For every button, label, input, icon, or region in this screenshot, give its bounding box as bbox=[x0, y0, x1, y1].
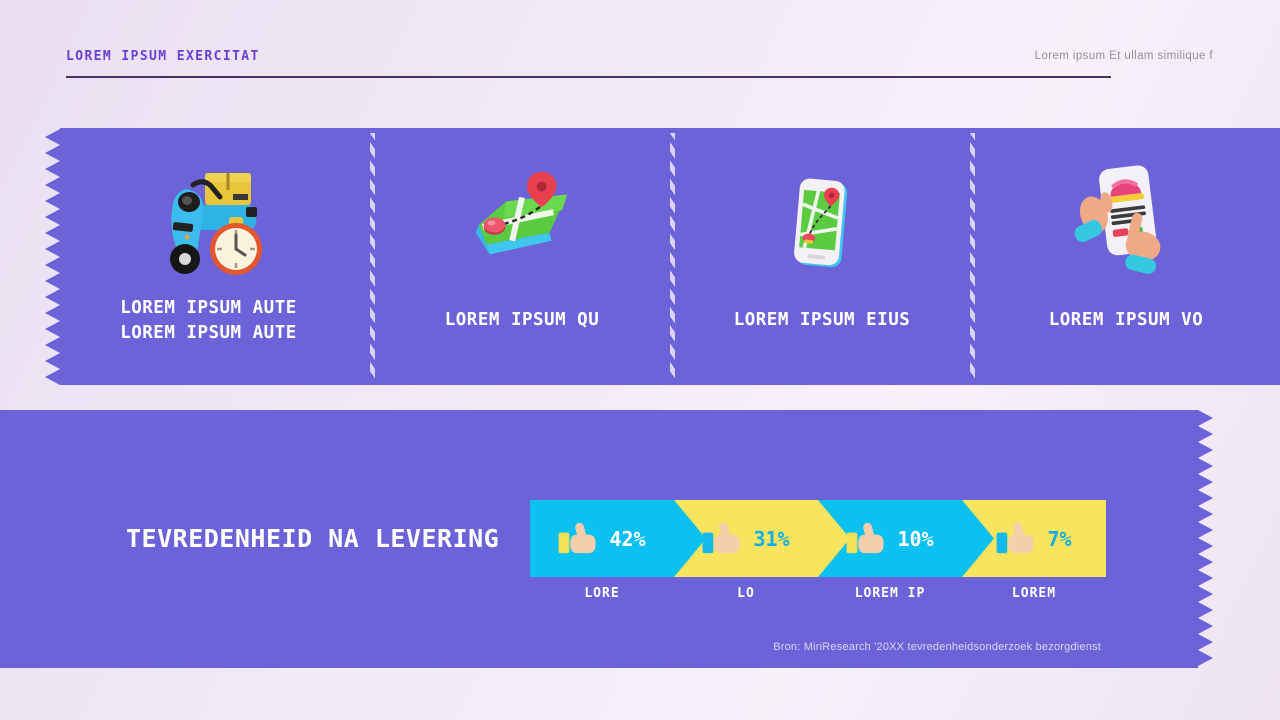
feature-column-ordering: LOREM IPSUM VO bbox=[972, 128, 1280, 385]
feature-caption-line: LOREM IPSUM EIUS bbox=[733, 310, 911, 330]
header-divider bbox=[66, 76, 1111, 78]
segmented-arrow-chart: 42% 31% bbox=[530, 500, 1106, 577]
map-route-pin-icon bbox=[475, 171, 568, 255]
segment-value: 7% bbox=[1047, 526, 1072, 551]
feature-column-map: LOREM IPSUM QU bbox=[372, 128, 672, 385]
chart-segment: 42% bbox=[530, 500, 706, 577]
feature-column-tracking: LOREM IPSUM EIUS bbox=[672, 128, 972, 385]
chart-category: LOREM IP bbox=[854, 586, 926, 601]
satisfaction-banner: TEVREDENHEID NA LEVERING 42% bbox=[0, 410, 1213, 668]
chart-title: TEVREDENHEID NA LEVERING bbox=[126, 524, 500, 553]
dashed-divider bbox=[370, 133, 375, 380]
feature-caption: LOREM IPSUM VO bbox=[972, 290, 1280, 350]
segment-value: 10% bbox=[897, 526, 934, 551]
chart-source-note: Bron: MiriResearch '20XX tevredenheidson… bbox=[773, 641, 1101, 653]
page-title: LOREM IPSUM EXERCITAT bbox=[66, 49, 260, 64]
feature-caption-line: LOREM IPSUM AUTE bbox=[120, 322, 297, 343]
hand-holding-phone-icon bbox=[1074, 165, 1161, 274]
thumbs-up-icon bbox=[559, 522, 596, 554]
feature-caption-line: LOREM IPSUM AUTE bbox=[120, 297, 297, 318]
feature-caption-line: LOREM IPSUM VO bbox=[1048, 310, 1204, 330]
chart-category-labels: LORE LO LOREM IP LOREM bbox=[530, 586, 1106, 601]
feature-caption: LOREM IPSUM AUTE LOREM IPSUM AUTE bbox=[45, 290, 372, 350]
scooter-delivery-clock-icon bbox=[169, 173, 262, 275]
phone-map-route-icon bbox=[794, 178, 848, 268]
chart-category: LO bbox=[737, 586, 755, 601]
feature-caption: LOREM IPSUM QU bbox=[372, 290, 672, 350]
thumbs-up-icon bbox=[997, 522, 1034, 554]
features-banner: LOREM IPSUM AUTE LOREM IPSUM AUTE bbox=[45, 128, 1280, 385]
feature-caption: LOREM IPSUM EIUS bbox=[672, 290, 972, 350]
thumbs-up-icon bbox=[703, 522, 740, 554]
chart-category: LORE bbox=[584, 586, 620, 601]
thumbs-up-icon bbox=[847, 522, 884, 554]
segment-value: 31% bbox=[753, 526, 790, 551]
dashed-divider bbox=[670, 133, 675, 380]
chart-category: LOREM bbox=[1011, 586, 1057, 601]
feature-column-delivery: LOREM IPSUM AUTE LOREM IPSUM AUTE bbox=[45, 128, 372, 385]
dashed-divider bbox=[970, 133, 975, 380]
feature-caption-line: LOREM IPSUM QU bbox=[444, 310, 600, 330]
header-tagline: Lorem ipsum Et ullam similique f bbox=[1034, 50, 1213, 62]
segment-value: 42% bbox=[609, 526, 646, 551]
